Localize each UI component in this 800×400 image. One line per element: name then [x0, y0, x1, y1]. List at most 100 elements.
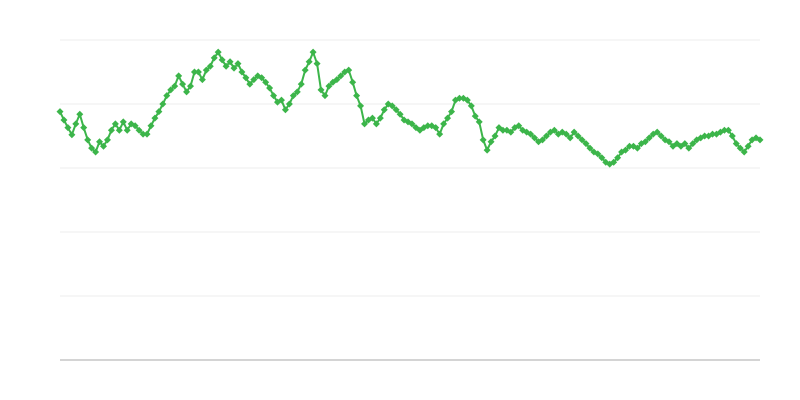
data-point — [56, 108, 64, 116]
data-point — [242, 74, 250, 82]
data-point — [187, 82, 195, 90]
data-point — [289, 92, 297, 100]
data-point — [550, 126, 558, 134]
data-point — [507, 128, 515, 136]
data-point — [60, 116, 68, 124]
data-point — [175, 72, 183, 80]
data-point — [665, 138, 673, 146]
data-point — [475, 118, 483, 126]
data-point — [167, 86, 175, 94]
data-point — [538, 136, 546, 144]
data-point — [194, 68, 202, 76]
data-point — [578, 136, 586, 144]
data-point — [610, 158, 618, 166]
data-point — [633, 144, 641, 152]
data-point — [361, 120, 369, 128]
data-point — [531, 134, 539, 142]
data-point — [357, 102, 365, 110]
data-point — [100, 142, 108, 150]
data-point — [724, 126, 732, 134]
data-point — [305, 58, 313, 66]
data-point — [574, 132, 582, 140]
data-point — [258, 74, 266, 82]
data-point — [206, 62, 214, 70]
data-point — [349, 78, 357, 86]
data-point — [171, 82, 179, 90]
data-point — [143, 130, 151, 138]
data-point — [436, 130, 444, 138]
data-point — [740, 148, 748, 156]
data-point — [353, 92, 361, 100]
data-point — [372, 120, 380, 128]
data-point — [376, 114, 384, 122]
data-point — [147, 122, 155, 130]
data-point — [614, 154, 622, 162]
data-point — [562, 130, 570, 138]
data-point — [744, 142, 752, 150]
data-point — [222, 62, 230, 70]
data-point — [111, 120, 119, 128]
data-point — [226, 58, 234, 66]
data-point — [440, 120, 448, 128]
data-point — [313, 60, 321, 68]
data-point — [582, 140, 590, 148]
data-point — [337, 72, 345, 80]
data-point — [151, 114, 159, 122]
data-point — [218, 56, 226, 64]
data-point — [262, 78, 270, 86]
data-point — [250, 76, 258, 84]
data-point — [92, 148, 100, 156]
data-point — [594, 150, 602, 158]
data-point — [123, 126, 131, 134]
data-point — [491, 132, 499, 140]
data-point — [325, 82, 333, 90]
data-point — [527, 130, 535, 138]
data-point — [701, 132, 709, 140]
data-point — [467, 102, 475, 110]
data-point — [471, 112, 479, 120]
data-point — [202, 66, 210, 74]
data-point — [392, 106, 400, 114]
data-point — [183, 88, 191, 96]
data-point — [135, 126, 143, 134]
data-point — [542, 132, 550, 140]
data-point — [479, 136, 487, 144]
data-point — [483, 146, 491, 154]
data-point — [80, 124, 88, 132]
data-point — [214, 48, 222, 56]
data-point — [234, 60, 242, 68]
data-point — [645, 134, 653, 142]
data-point — [685, 144, 693, 152]
data-point — [179, 80, 187, 88]
data-point — [388, 102, 396, 110]
data-point — [119, 118, 127, 126]
data-point — [198, 76, 206, 84]
data-point — [72, 120, 80, 128]
data-point — [444, 114, 452, 122]
data-point — [103, 136, 111, 144]
data-point — [246, 80, 254, 88]
data-point — [238, 68, 246, 76]
data-point — [586, 144, 594, 152]
data-point — [756, 136, 764, 144]
data-point — [309, 48, 317, 56]
data-point — [396, 110, 404, 118]
data-point — [317, 86, 325, 94]
data-point — [657, 132, 665, 140]
data-point — [281, 106, 289, 114]
data-point — [297, 80, 305, 88]
data-point — [115, 126, 123, 134]
data-point — [190, 68, 198, 76]
data-line — [59, 49, 761, 166]
data-point — [96, 138, 104, 146]
data-point — [270, 92, 278, 100]
data-point — [380, 106, 388, 114]
data-point — [68, 131, 76, 139]
data-point — [408, 120, 416, 128]
data-point — [277, 96, 285, 104]
data-point — [159, 100, 167, 108]
data-point — [321, 92, 329, 100]
data-point — [230, 64, 238, 72]
data-point — [293, 88, 301, 96]
